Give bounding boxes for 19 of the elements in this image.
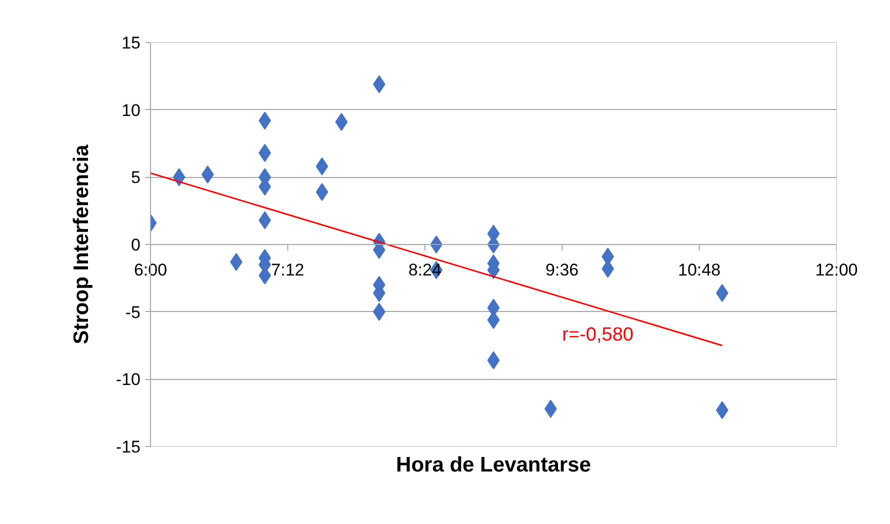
- x-axis-title: Hora de Levantarse: [396, 454, 591, 476]
- point: [487, 351, 500, 370]
- y-axis-title: Stroop Interferencia: [70, 144, 93, 344]
- x-tick-label: 7:12: [271, 260, 304, 280]
- y-tick-label: 5: [131, 168, 141, 188]
- point: [316, 157, 328, 176]
- y-tick-label: -5: [125, 302, 141, 322]
- annotation: r=-0,580: [562, 324, 634, 346]
- y-tick-label: 10: [122, 100, 141, 120]
- x-tick-label: 9:36: [546, 260, 579, 280]
- point: [335, 112, 348, 131]
- y-tick-label: 15: [122, 34, 141, 52]
- x-tick-label: 12:00: [815, 260, 858, 280]
- y-tick-label: 0: [131, 236, 141, 254]
- x-tick-label: 10:48: [678, 260, 721, 280]
- point: [316, 182, 328, 201]
- y-tick-label: -10: [116, 370, 141, 390]
- y-tick-label: -15: [116, 438, 141, 456]
- point: [172, 168, 186, 186]
